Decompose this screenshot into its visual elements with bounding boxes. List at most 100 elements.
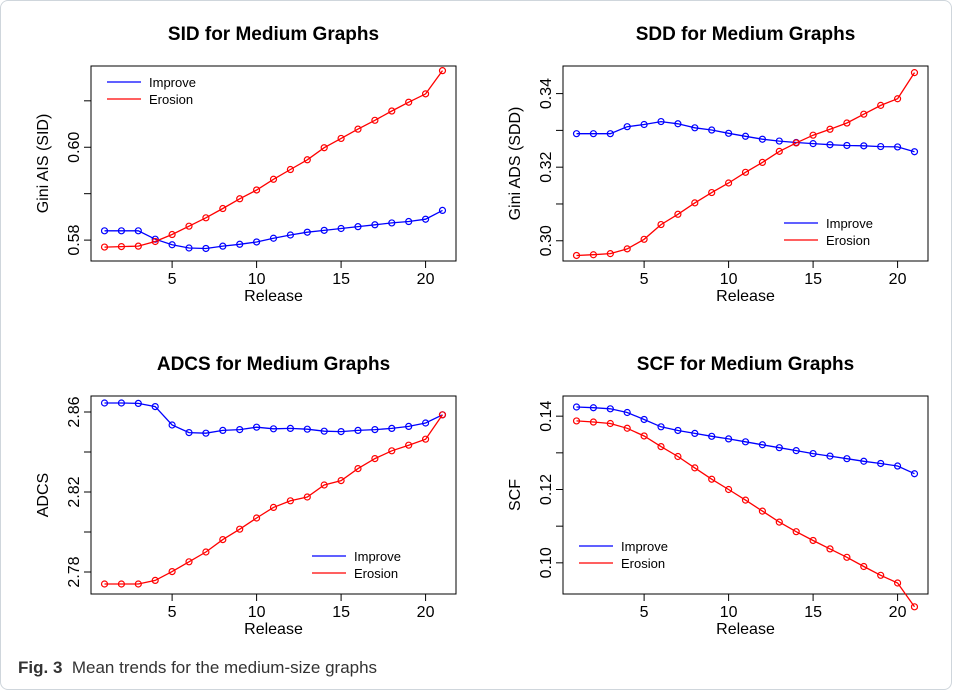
data-point (303, 425, 311, 433)
data-point (405, 98, 413, 106)
data-point (623, 424, 631, 432)
x-tick-label: 20 (889, 604, 907, 621)
data-point (117, 243, 126, 251)
data-point (168, 241, 176, 249)
data-point (185, 244, 193, 252)
legend: Improve Erosion (312, 549, 401, 581)
legend-label: Improve (621, 539, 668, 554)
series-line-improve (576, 120, 915, 153)
y-tick-label: 0.32 (538, 152, 555, 183)
data-point (572, 417, 581, 425)
data-point (202, 548, 210, 556)
data-point (741, 496, 750, 504)
data-point (202, 214, 210, 222)
data-point (589, 404, 598, 412)
series-improve (100, 206, 447, 253)
data-point (589, 418, 598, 426)
data-point (826, 452, 834, 460)
data-point (405, 422, 413, 430)
x-tick-label: 15 (332, 604, 350, 621)
data-point (117, 227, 126, 235)
data-point (657, 117, 665, 126)
x-tick-label: 10 (248, 271, 266, 288)
data-point (151, 576, 159, 585)
series-erosion (572, 69, 919, 260)
data-point (893, 462, 902, 470)
data-point (286, 231, 294, 239)
data-point (269, 425, 278, 433)
data-point (100, 399, 109, 407)
data-point (708, 475, 716, 483)
data-point (320, 226, 328, 234)
data-point (606, 250, 614, 258)
caption-label: Fig. 3 (18, 658, 63, 677)
data-point (337, 428, 345, 436)
data-point (691, 199, 699, 207)
data-point (219, 204, 227, 213)
x-axis-label: Release (244, 288, 303, 305)
data-point (303, 493, 311, 501)
y-tick-label: 0.12 (538, 474, 555, 505)
data-point (253, 238, 261, 246)
data-point (589, 251, 598, 259)
data-point (168, 567, 176, 576)
data-point (572, 251, 581, 260)
chart-panel-3: ADCS for Medium Graphs 5 10 15 20 Release 2.78… (35, 354, 457, 638)
data-point (691, 464, 699, 472)
y-tick-label: 0.14 (538, 400, 555, 431)
data-point (674, 452, 682, 461)
data-point (303, 156, 311, 164)
figure-caption: Fig. 3 Mean trends for the medium-size g… (18, 658, 377, 678)
data-point (606, 405, 614, 413)
data-point (640, 235, 648, 243)
data-point (589, 130, 598, 138)
data-point (826, 125, 834, 133)
data-point (438, 67, 447, 75)
x-tick-label: 10 (248, 604, 266, 621)
x-tick-label: 15 (804, 271, 822, 288)
data-point (792, 447, 800, 455)
data-point (286, 497, 294, 505)
data-point (809, 131, 817, 139)
data-point (860, 142, 868, 150)
legend: Improve Erosion (107, 75, 196, 107)
data-point (236, 195, 244, 203)
chart-title: ADCS for Medium Graphs (157, 354, 390, 375)
y-tick-label: 0.58 (66, 224, 83, 255)
series-line-erosion (104, 70, 444, 248)
data-point (219, 426, 227, 434)
data-point (100, 580, 109, 588)
data-point (117, 399, 126, 407)
data-point (151, 237, 159, 246)
chart-title: SDD for Medium Graphs (636, 24, 856, 45)
data-point (286, 165, 294, 174)
y-tick-label: 0.30 (538, 225, 555, 256)
data-point (421, 435, 430, 443)
data-point (354, 125, 362, 133)
data-point (421, 90, 430, 98)
x-tick-label: 15 (332, 271, 350, 288)
legend-label: Erosion (621, 556, 665, 571)
x-tick-label: 5 (640, 604, 649, 621)
data-point (320, 144, 328, 152)
data-point (877, 571, 885, 579)
x-axis-label: Release (716, 288, 775, 305)
data-point (893, 579, 902, 587)
data-point (286, 424, 294, 432)
plot-frame (90, 395, 457, 595)
data-point (421, 419, 430, 427)
series-line-erosion (576, 420, 916, 608)
data-point (253, 423, 261, 431)
x-tick-label: 20 (417, 271, 435, 288)
series-line-erosion (104, 414, 444, 585)
data-point (320, 481, 328, 489)
data-point (168, 421, 176, 429)
data-point (843, 119, 851, 127)
data-point (893, 143, 902, 151)
data-point (303, 228, 311, 236)
data-point (134, 242, 142, 250)
data-point (674, 120, 682, 128)
data-point (741, 438, 750, 446)
plot-frame (90, 65, 457, 262)
